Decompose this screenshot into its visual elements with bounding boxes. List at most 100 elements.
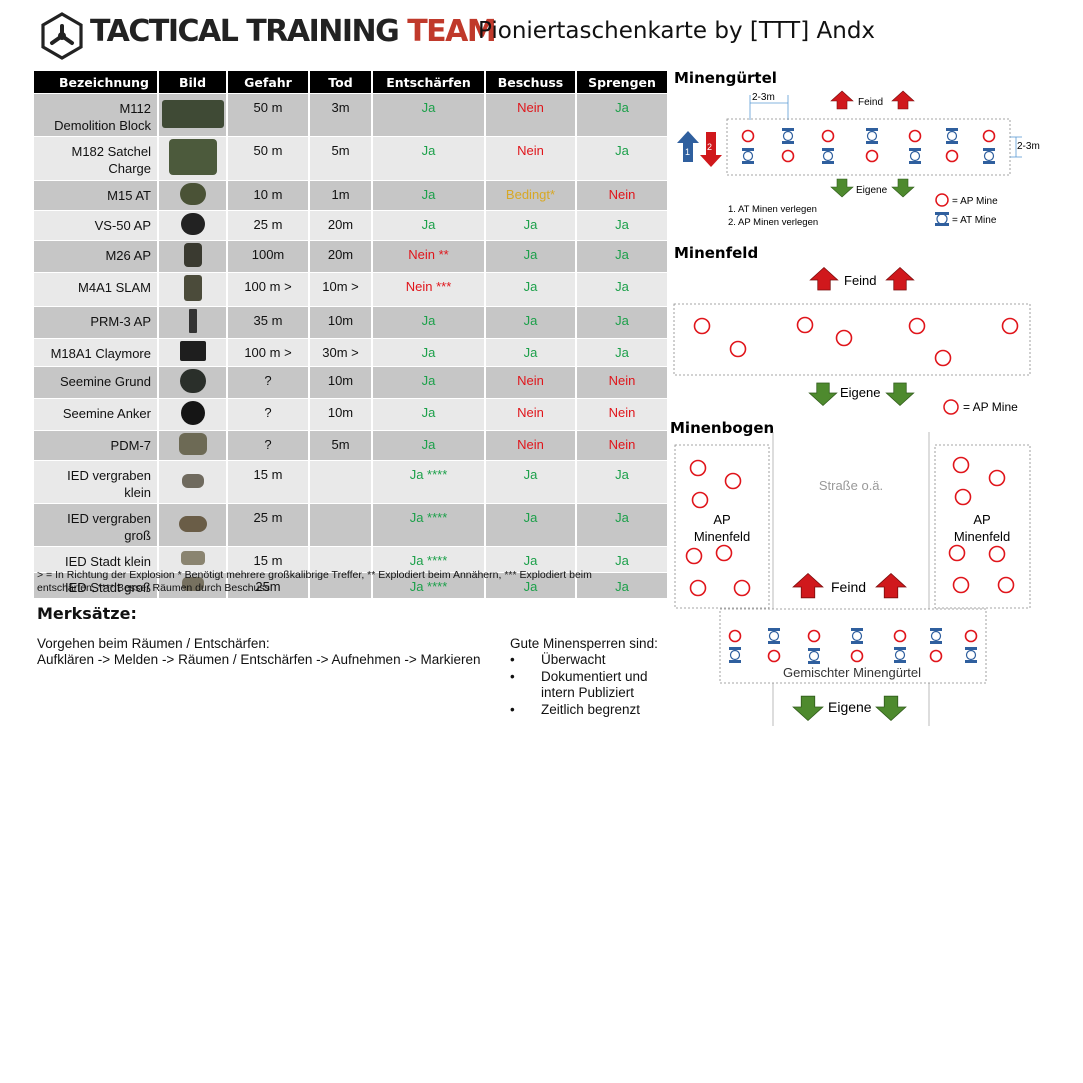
table-row: VS-50 AP 25 m 20m Ja Ja Ja (34, 211, 667, 240)
table-row: Seemine Grund? 10m Ja Nein Nein (34, 367, 667, 398)
mine-name-line: M112 (119, 101, 151, 116)
mine-name-line: IED vergraben (67, 511, 151, 526)
gefahr-cell: 25 m (228, 504, 308, 546)
tod-cell: 10m (310, 399, 371, 430)
mine-table: Bezeichnung Bild Gefahr Tod Entschärfen Besch… (32, 70, 669, 599)
ap-mine-icon (781, 149, 795, 163)
eigene-arrow-icon (885, 382, 915, 407)
feind-arrow-icon (891, 90, 915, 110)
minenbogen-feind-label: Feind (831, 579, 866, 595)
entschaerfen-cell: Ja **** (373, 547, 484, 572)
feind-arrow-icon (809, 266, 839, 291)
entschaerfen-cell: Ja (373, 307, 484, 338)
ap-mine-icon (693, 317, 711, 335)
mine-name-cell: M18A1 Claymore (34, 339, 157, 366)
minenguertel-box (726, 118, 1011, 176)
minenfeld-legend-ap: = AP Mine (963, 400, 1018, 414)
at-mine-icon (866, 128, 878, 144)
eigene-arrow-icon (875, 695, 907, 722)
mine-name-line: Seemine Grund (59, 374, 151, 389)
step1-number: 1 (685, 147, 690, 157)
gefahr-cell: 50 m (228, 137, 308, 180)
ap-mine-icon (952, 456, 970, 474)
mine-name-cell: Seemine Grund (34, 367, 157, 398)
step-1-text: 1. AT Minen verlegen (728, 204, 817, 215)
step-2-text: 2. AP Minen verlegen (728, 217, 818, 228)
ap-mine-icon (729, 340, 747, 358)
column-header-bild: Bild (159, 71, 226, 93)
minenguertel-mines (741, 128, 996, 164)
mine-name-cell: PRM-3 AP (34, 307, 157, 338)
minenbogen-title: Minenbogen (670, 419, 774, 437)
sprengen-cell: Ja (577, 339, 667, 366)
sprengen-cell: Ja (577, 273, 667, 306)
right-field-label-2: Minenfeld (954, 529, 1010, 544)
sprengen-cell: Nein (577, 399, 667, 430)
beschuss-cell: Ja (486, 211, 575, 240)
footnote: > = In Richtung der Explosion * Benötigt… (37, 569, 592, 594)
mine-name-cell: M15 AT (34, 181, 157, 210)
gefahr-cell: ? (228, 431, 308, 460)
mine-name-line: PRM-3 AP (90, 314, 151, 329)
entschaerfen-cell: Ja (373, 339, 484, 366)
gefahr-cell: 25m (228, 573, 308, 598)
mine-name-line: M26 AP (105, 248, 151, 263)
at-mine-icon (768, 628, 780, 644)
at-mine-icon (930, 628, 942, 644)
entschaerfen-cell: Ja (373, 431, 484, 460)
page-subtitle: Pioniertaschenkarte by [TTT] Andx (478, 18, 876, 44)
eigene-arrow-icon (792, 695, 824, 722)
left-field-label-1: AP (713, 512, 730, 527)
at-mine-icon (851, 628, 863, 644)
column-header-name: Bezeichnung (34, 71, 157, 93)
mine-name-line: VS-50 AP (94, 218, 151, 233)
minenbogen-mines (685, 456, 1015, 597)
spacing-label-horizontal: 2-3m (752, 92, 775, 103)
beschuss-cell: Bedingt* (486, 181, 575, 210)
mine-image (161, 99, 224, 128)
list-item: Überwacht (510, 652, 680, 669)
mine-image (181, 473, 204, 488)
at-mine-icon (983, 148, 995, 164)
gefahr-cell: 15 m (228, 461, 308, 503)
gefahr-cell: 35 m (228, 307, 308, 338)
mine-name-cell: M26 AP (34, 241, 157, 272)
entschaerfen-cell: Ja **** (373, 573, 484, 598)
mine-name-cell: PDM-7 (34, 431, 157, 460)
table-row: IED Stadt klein 15 m Ja **** Ja Ja (34, 547, 667, 572)
ap-mine-icon (982, 129, 996, 143)
mine-image (188, 309, 197, 333)
mine-name-line: IED vergraben (67, 468, 151, 483)
minenfeld-title: Minenfeld (674, 244, 758, 262)
ap-mine-icon (952, 576, 970, 594)
mine-image (181, 577, 204, 591)
mine-image-cell (159, 504, 226, 546)
mine-image-cell (159, 307, 226, 338)
ap-mine-icon (945, 149, 959, 163)
tod-cell: 20m (310, 241, 371, 272)
minenguertel-title: Minengürtel (674, 69, 777, 87)
beschuss-cell: Ja (486, 241, 575, 272)
tod-cell: 10m (310, 367, 371, 398)
mine-table-body: M112 Demolition Block 50 m 3m Ja Nein Ja M182 S… (34, 94, 667, 598)
beschuss-cell: Ja (486, 339, 575, 366)
column-header-entschaerfen: Entschärfen (373, 71, 484, 93)
gefahr-cell: 10 m (228, 181, 308, 210)
table-row: IED vergraben klein 15 m Ja **** Ja Ja (34, 461, 667, 503)
beschuss-cell: Ja (486, 573, 575, 598)
ap-mine-icon (948, 544, 966, 562)
mine-image (180, 401, 205, 425)
merksaetze-title: Merksätze: (37, 604, 137, 623)
ap-mine-icon (689, 459, 707, 477)
minenguertel-feind-label: Feind (858, 97, 883, 108)
ap-mine-icon (908, 317, 926, 335)
entschaerfen-cell: Ja **** (373, 504, 484, 546)
mine-name-cell: IED Stadt klein (34, 547, 157, 572)
sprengen-cell: Ja (577, 94, 667, 136)
table-row: Seemine Anker? 10m Ja Nein Nein (34, 399, 667, 430)
ap-mine-icon (685, 547, 703, 565)
ap-mine-icon (934, 349, 952, 367)
mine-image (178, 515, 207, 532)
sprengen-cell: Ja (577, 307, 667, 338)
ap-mine-icon (724, 472, 742, 490)
